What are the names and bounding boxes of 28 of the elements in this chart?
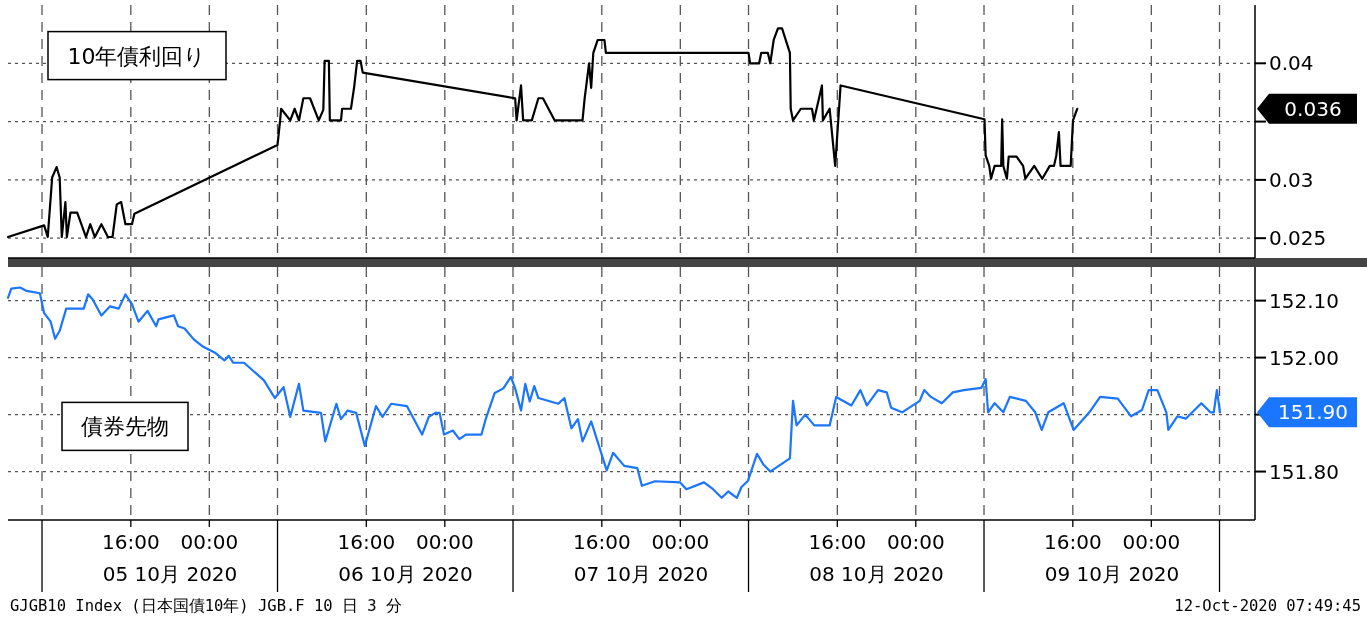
x-tick-label: 00:00 bbox=[416, 530, 474, 554]
line-series bbox=[6, 286, 1222, 499]
y-tick-label: 0.025 bbox=[1269, 226, 1327, 251]
y-tick-label: 0.03 bbox=[1269, 167, 1314, 192]
text: 10年債利回り bbox=[67, 43, 207, 69]
x-tick-label: 00:00 bbox=[887, 530, 945, 554]
x-tick-label: 00:00 bbox=[180, 530, 239, 554]
text: 12-Oct-2020 07:49:45 bbox=[1174, 597, 1361, 615]
text: 05 10月 2020 bbox=[102, 562, 238, 586]
line-series bbox=[6, 27, 1079, 239]
y-tick-label: 151.80 bbox=[1269, 459, 1339, 484]
x-tick-label: 16:00 bbox=[808, 530, 867, 554]
text: 07 10月 2020 bbox=[573, 562, 709, 586]
x-tick-label: 00:00 bbox=[651, 530, 710, 554]
text: GJGB10 Index (日本国債10年) JGB.F 10 日 3 分 bbox=[10, 597, 402, 615]
y-tick-label: 152.00 bbox=[1269, 345, 1339, 370]
x-tick-label: 16:00 bbox=[337, 530, 396, 554]
x-tick-label: 16:00 bbox=[102, 530, 160, 554]
last-value-flag: 151.90 bbox=[1257, 397, 1357, 428]
text: 09 10月 2020 bbox=[1044, 562, 1180, 586]
x-tick-label: 16:00 bbox=[1043, 530, 1102, 554]
text: 08 10月 2020 bbox=[809, 562, 944, 586]
y-tick-label: 0.04 bbox=[1269, 51, 1314, 76]
text: 06 10月 2020 bbox=[338, 562, 473, 586]
x-tick-label: 00:00 bbox=[1122, 530, 1181, 554]
text: 債券先物 bbox=[81, 414, 169, 440]
x-tick-label: 16:00 bbox=[573, 530, 631, 554]
y-tick-label: 152.10 bbox=[1269, 288, 1339, 313]
